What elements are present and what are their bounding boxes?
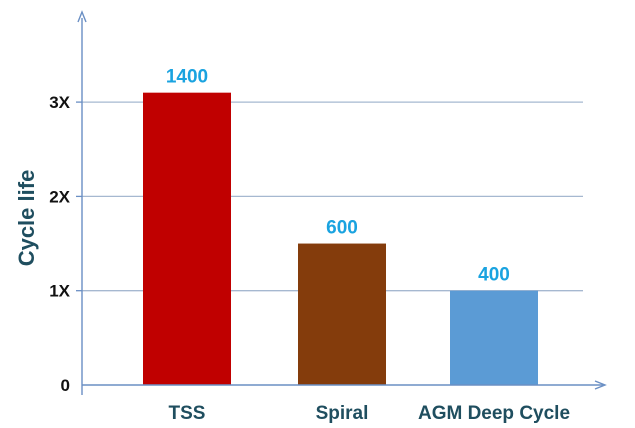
y-axis-arrow	[77, 10, 87, 23]
bar-spiral	[298, 243, 386, 385]
bars	[143, 92, 538, 386]
x-axis-arrow	[594, 380, 607, 390]
x-tick-labels: TSS Spiral AGM Deep Cycle	[169, 403, 571, 424]
x-tick-label: TSS	[169, 403, 206, 424]
data-label: 1400	[166, 67, 208, 88]
axes	[77, 10, 607, 395]
x-tick-label: AGM Deep Cycle	[418, 403, 570, 424]
bar-agm-deep-cycle	[450, 290, 538, 385]
data-label: 400	[478, 265, 510, 286]
y-tick-label: 2X	[49, 187, 70, 206]
data-label: 600	[326, 218, 358, 239]
y-tick-label: 3X	[49, 93, 70, 112]
y-tick-label: 0	[61, 376, 70, 395]
bar-tss	[143, 92, 231, 386]
data-labels: 1400 600 400	[166, 67, 510, 286]
y-tick-labels: 0 1X 2X 3X	[49, 93, 70, 395]
x-tick-label: Spiral	[316, 403, 369, 424]
y-axis-title: Cycle life	[14, 170, 39, 267]
y-tick-label: 1X	[49, 282, 70, 301]
